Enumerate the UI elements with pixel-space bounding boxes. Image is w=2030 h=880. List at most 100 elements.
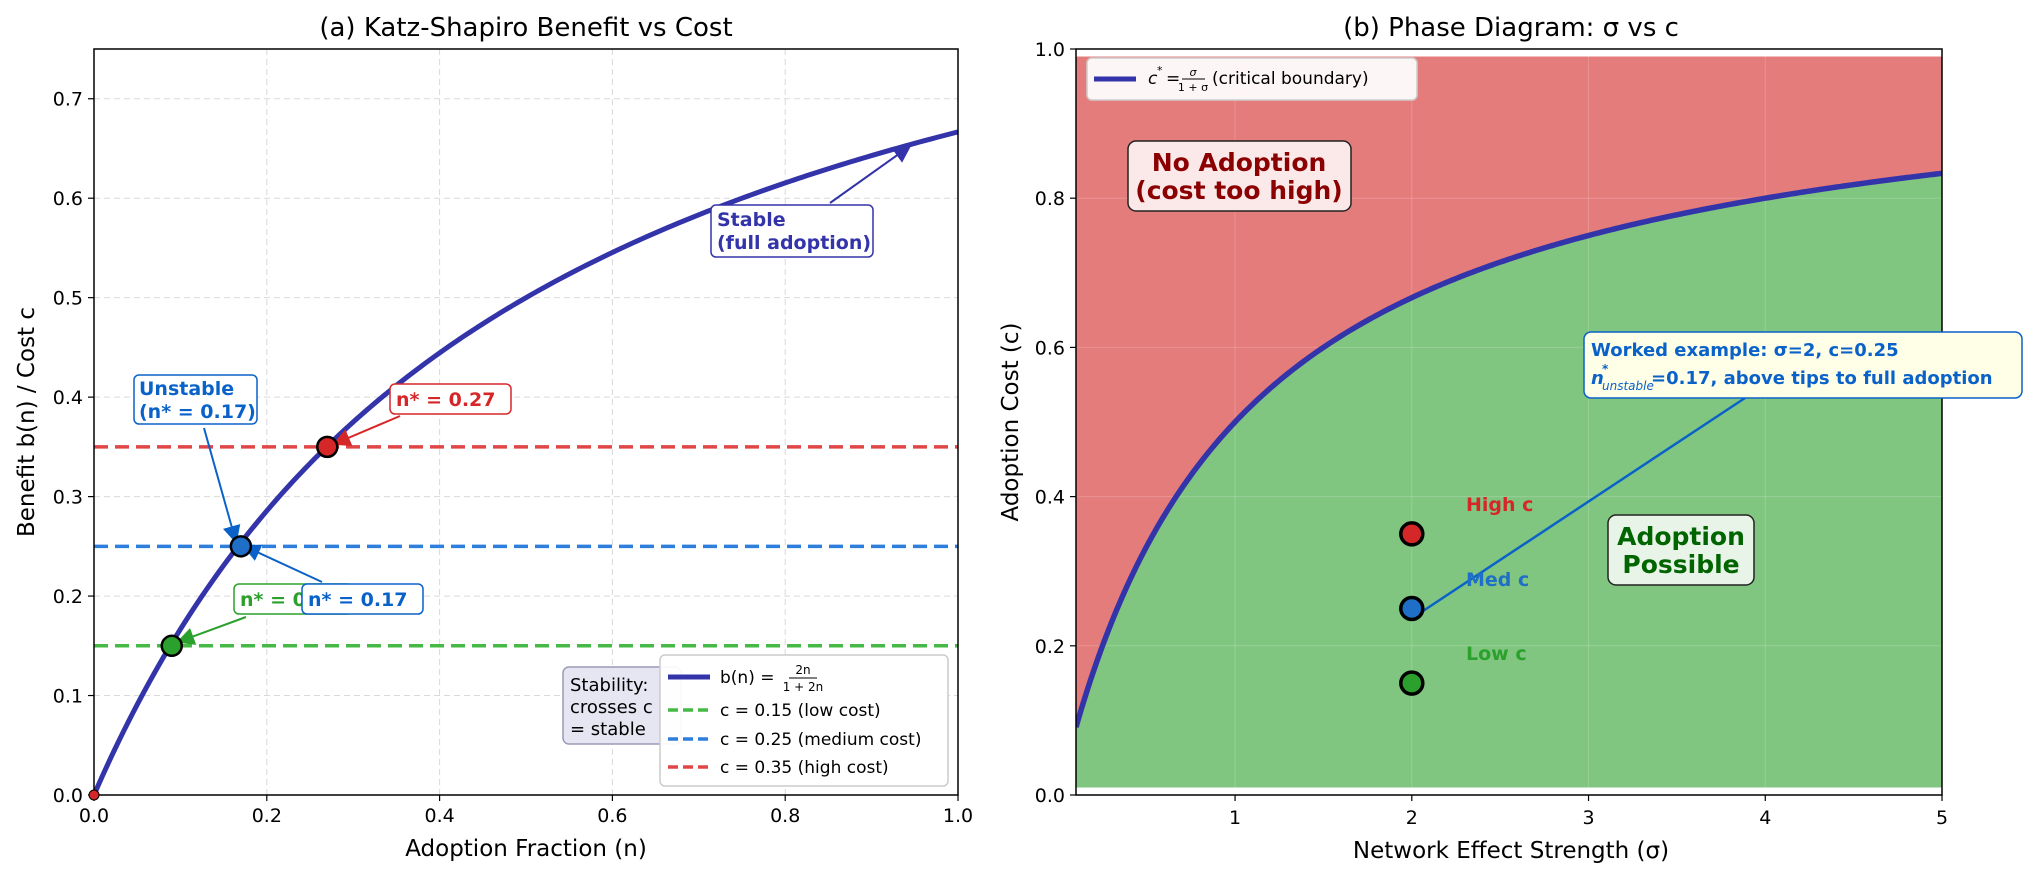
legend-curve-prefix: b(n) = <box>720 668 774 688</box>
origin-point <box>88 789 100 801</box>
panel-a-ticks: 0.0 0.2 0.4 0.6 0.8 1.0 0.0 0.1 0.2 0.3 0.4 0.5 0.6 0… <box>53 89 973 827</box>
svg-text:(cost too high): (cost too high) <box>1135 176 1342 205</box>
y-tick-label: 0.1 <box>53 686 83 708</box>
y-tick-label: 0.8 <box>1035 188 1065 210</box>
svg-text:Possible: Possible <box>1622 550 1739 579</box>
high-c-label: High c <box>1466 494 1533 516</box>
legend-boundary-num: σ <box>1190 66 1198 79</box>
y-tick-label: 0.5 <box>53 288 83 310</box>
y-tick-label: 0.0 <box>53 785 83 807</box>
y-tick-label: 0.2 <box>53 586 83 608</box>
high-n-label: n* = 0.27 <box>389 383 512 415</box>
low-c-label: Low c <box>1466 643 1527 665</box>
point-med <box>1399 595 1425 622</box>
x-tick-label: 0.8 <box>770 805 800 827</box>
x-tick-label: 0.4 <box>424 805 454 827</box>
x-tick-label: 0.6 <box>597 805 627 827</box>
equilibrium-points <box>88 435 339 801</box>
unstable-label-line2: (n* = 0.17) <box>139 401 256 423</box>
svg-text:= stable: = stable <box>570 719 646 740</box>
panel-a-frame <box>93 48 959 796</box>
x-tick-label: 5 <box>1936 807 1948 829</box>
x-tick-label: 2 <box>1406 807 1418 829</box>
svg-text:=0.17, above tips to full adop: =0.17, above tips to full adoption <box>1651 368 1993 389</box>
point-high <box>1399 521 1425 547</box>
panel-b-frame <box>1075 48 1943 796</box>
legend-boundary-den: 1 + σ <box>1178 81 1208 94</box>
y-tick-label: 1.0 <box>1035 39 1065 61</box>
stable-arrow <box>829 144 912 204</box>
y-tick-label: 0.3 <box>53 487 83 509</box>
legend-curve-num: 2n <box>795 663 810 677</box>
svg-text:*: * <box>1602 362 1609 376</box>
stable-annotation: Stable (full adoption) <box>710 204 874 258</box>
critical-boundary-curve <box>1076 170 1942 728</box>
legend-med-label: c = 0.25 (medium cost) <box>720 730 921 750</box>
y-tick-label: 0.4 <box>53 387 83 409</box>
svg-text:No Adoption: No Adoption <box>1152 148 1327 177</box>
svg-text:n: n <box>1591 368 1604 389</box>
panel-b-xlabel: Network Effect Strength (σ) <box>1353 838 1669 864</box>
svg-text:=: = <box>1166 69 1180 89</box>
cost-points <box>1399 521 1425 696</box>
no-adoption-label: No Adoption (cost too high) <box>1127 140 1352 212</box>
adoption-possible-label: Adoption Possible <box>1607 514 1755 586</box>
stable-label-line1: Stable <box>717 209 786 231</box>
svg-text:Stability:: Stability: <box>570 675 648 696</box>
adoption-region <box>1076 173 1942 788</box>
no-adoption-region <box>1076 56 1942 728</box>
equilibrium-med <box>229 535 253 558</box>
y-tick-label: 0.4 <box>1035 487 1065 509</box>
equilibrium-high <box>316 435 339 459</box>
x-tick-label: 1 <box>1229 807 1241 829</box>
y-tick-label: 0.6 <box>1035 337 1065 359</box>
panel-b-ticks: 1 2 3 4 5 0.0 0.2 0.4 0.6 0.8 1.0 <box>1035 39 1948 829</box>
svg-text:crosses c: crosses c <box>570 697 653 718</box>
worked-example-arrow <box>1419 396 1746 615</box>
point-low <box>1399 670 1425 696</box>
panel-a-title: (a) Katz-Shapiro Benefit vs Cost <box>319 13 732 43</box>
low-n-arrow <box>176 616 247 645</box>
panel-b-ylabel: Adoption Cost (c) <box>998 322 1024 521</box>
svg-text:n* = 0.17: n* = 0.17 <box>308 589 408 611</box>
med-n-arrow <box>242 544 323 583</box>
legend-boundary-label: (critical boundary) <box>1212 69 1369 89</box>
med-n-label: n* = 0.17 <box>301 583 424 615</box>
cost-lines <box>94 445 958 648</box>
worked-example-line1: Worked example: σ=2, c=0.25 <box>1591 340 1899 361</box>
unstable-label-line1: Unstable <box>139 378 234 400</box>
panel-a: (a) Katz-Shapiro Benefit vs Cost 0.0 0.2 0… <box>14 13 973 862</box>
y-tick-label: 0.0 <box>1035 785 1065 807</box>
stability-note: Stability: crosses c = stable <box>562 666 682 745</box>
equilibrium-low <box>160 634 184 658</box>
unstable-arrow <box>203 427 241 544</box>
x-tick-label: 4 <box>1759 807 1771 829</box>
y-tick-label: 0.6 <box>53 188 83 210</box>
panel-b: (b) Phase Diagram: σ vs c 1 2 3 4 5 0.0 0.2 0.4… <box>998 13 2023 864</box>
legend-curve-den: 1 + 2n <box>783 680 824 694</box>
y-tick-label: 0.7 <box>53 89 83 111</box>
panel-a-ylabel: Benefit b(n) / Cost c <box>14 307 40 537</box>
x-tick-label: 1.0 <box>943 805 973 827</box>
y-tick-label: 0.2 <box>1035 636 1065 658</box>
panel-a-legend: b(n) = 2n 1 + 2n c = 0.15 (low cost) c =… <box>659 654 949 787</box>
stable-label-line2: (full adoption) <box>717 232 871 254</box>
svg-text:c: c <box>1148 69 1158 89</box>
x-tick-label: 3 <box>1582 807 1594 829</box>
legend-high-label: c = 0.35 (high cost) <box>720 758 889 778</box>
legend-low-label: c = 0.15 (low cost) <box>720 701 881 721</box>
svg-text:unstable: unstable <box>1602 379 1654 393</box>
worked-example-annotation: Worked example: σ=2, c=0.25 n * unstable… <box>1583 331 2023 399</box>
panel-b-title: (b) Phase Diagram: σ vs c <box>1343 13 1679 43</box>
unstable-annotation: Unstable (n* = 0.17) <box>133 374 258 425</box>
svg-text:n* = 0.27: n* = 0.27 <box>396 389 496 411</box>
panel-b-legend: c * = σ 1 + σ (critical boundary) <box>1086 57 1418 101</box>
x-tick-label: 0.0 <box>79 805 109 827</box>
x-tick-label: 0.2 <box>252 805 282 827</box>
svg-text:*: * <box>1157 64 1163 77</box>
svg-text:Adoption: Adoption <box>1617 522 1745 551</box>
med-c-label: Med c <box>1466 569 1529 591</box>
high-n-arrow <box>332 415 401 446</box>
panel-a-xlabel: Adoption Fraction (n) <box>405 836 647 862</box>
